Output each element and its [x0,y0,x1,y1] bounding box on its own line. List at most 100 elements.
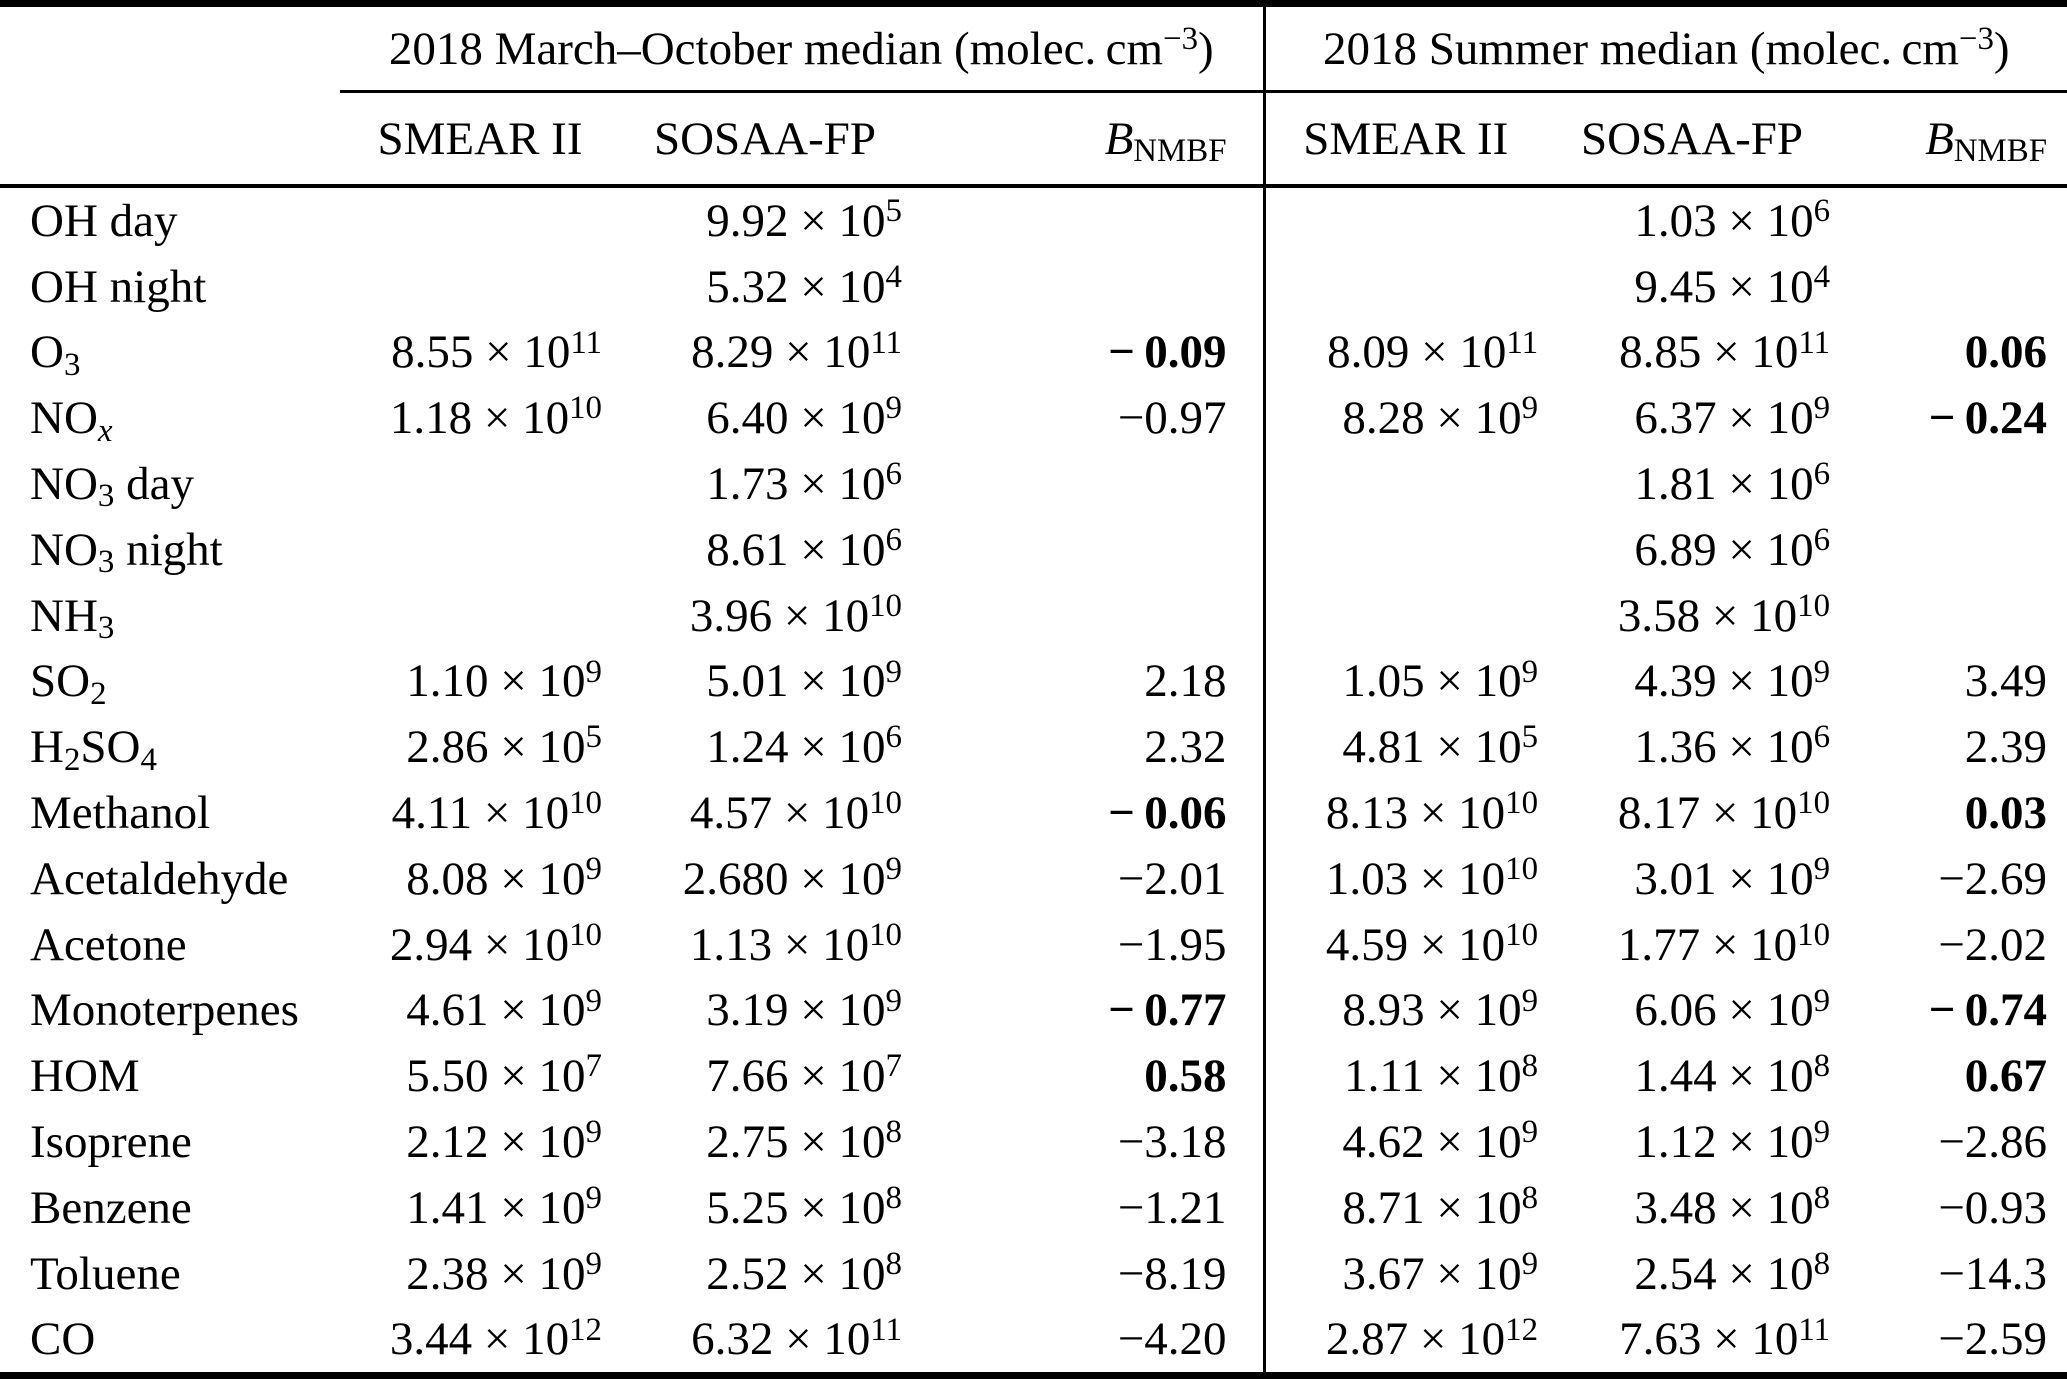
cell-summer-bnmbf [1838,254,2067,320]
cell-march-october-smear2: 2.38 × 109 [406,1245,602,1300]
cell-march-october-smear2: 1.41 × 109 [406,1180,602,1234]
cell-march-october-sosaa-fp: 9.92 × 105 [706,193,902,247]
cell-summer-sosaa-fp: 3.58 × 1010 [1617,587,1831,642]
cell-march-october-bnmbf [910,254,1264,320]
cell-summer-sosaa-fp: 9.45 × 104 [1634,258,1831,313]
cell-march-october-bnmbf: −2.01 [1117,852,1227,905]
row-label: Acetone [30,918,187,971]
table-row: Methanol 4.11 × 1010 4.57 × 1010 − 0.06 8.13… [0,780,2067,846]
cell-summer-smear2: 1.05 × 109 [1262,648,1547,715]
cell-summer-bnmbf [1838,517,2067,583]
cell-summer-smear2: 4.59 × 1010 [1262,911,1547,978]
row-label: HOM [30,1050,140,1103]
cell-summer-sosaa-fp: 3.48 × 108 [1634,1180,1831,1234]
cell-march-october-bnmbf [910,451,1264,517]
col-header-sosaa-fp-march-october: SOSAA-FP [620,91,910,188]
row-label: Benzene [30,1181,192,1234]
cell-march-october-bnmbf: −0.97 [1117,392,1227,445]
cell-march-october-smear2: 2.12 × 109 [406,1114,602,1169]
cell-march-october-smear2: 2.94 × 1010 [389,916,602,971]
cell-march-october-bnmbf: −4.20 [1117,1313,1227,1366]
cell-march-october-bnmbf [910,517,1264,583]
cell-summer-bnmbf [1838,186,2067,254]
cell-march-october-smear2 [340,186,620,254]
table-row: OH day 9.92 × 105 1.03 × 106 [0,186,2067,254]
row-label: NH3 [30,589,115,646]
row-label: OH night [30,260,207,313]
group-header-march-october: 2018 March–October median (molec. cm−3) [340,3,1265,93]
cell-summer-smear2: 8.28 × 109 [1262,385,1547,452]
cell-summer-bnmbf: −2.86 [1938,1116,2048,1169]
cell-summer-bnmbf: 2.39 [1964,721,2048,774]
row-label: Acetaldehyde [30,852,289,905]
cell-march-october-bnmbf [910,583,1264,649]
cell-summer-smear2: 4.62 × 109 [1262,1109,1547,1175]
cell-march-october-sosaa-fp: 7.66 × 107 [706,1048,902,1103]
cell-summer-smear2: 4.81 × 105 [1262,714,1547,781]
cell-march-october-bnmbf: − 0.06 [1108,787,1227,840]
cell-summer-smear2: 8.93 × 109 [1262,977,1547,1044]
cell-march-october-sosaa-fp: 1.13 × 1010 [689,916,902,971]
table-row: NH3 3.96 × 1010 3.58 × 1010 [0,582,2067,649]
cell-summer-bnmbf: −2.59 [1938,1313,2048,1366]
cell-march-october-smear2: 8.08 × 109 [406,851,602,905]
row-label: H2SO4 [30,721,157,778]
col-header-smear2-march-october: SMEAR II [340,91,620,188]
cell-march-october-bnmbf: − 0.77 [1108,984,1227,1037]
table-row: NO3 night 8.61 × 106 6.89 × 106 [0,516,2067,583]
cell-march-october-smear2 [340,254,620,320]
cell-march-october-sosaa-fp: 1.73 × 106 [706,456,902,511]
table-row: NOx 1.18 × 1010 6.40 × 109 −0.97 8.28 × 109 6… [0,385,2067,452]
cell-summer-sosaa-fp: 1.12 × 109 [1634,1114,1831,1169]
table-row: HOM 5.50 × 107 7.66 × 107 0.58 1.11 × 108 1.4… [0,1043,2067,1110]
cell-march-october-sosaa-fp: 5.25 × 108 [706,1180,902,1234]
cell-march-october-bnmbf: 0.58 [1144,1050,1227,1103]
col-header-sosaa-fp-summer: SOSAA-FP [1546,91,1839,188]
cell-summer-bnmbf: 0.03 [1964,787,2048,840]
cell-summer-sosaa-fp: 8.85 × 1011 [1619,324,1831,379]
table-row: O3 8.55 × 1011 8.29 × 1011 − 0.09 8.09 × 101… [0,319,2067,386]
cell-march-october-sosaa-fp: 8.61 × 106 [706,522,902,576]
table-row: CO 3.44 × 1012 6.32 × 1011 −4.20 2.87 × 1012… [0,1306,2067,1376]
row-label: NO3 night [30,523,223,581]
cell-summer-bnmbf: −2.02 [1938,918,2048,971]
cell-march-october-sosaa-fp: 3.96 × 1010 [689,587,902,642]
row-label: OH day [30,194,178,247]
cell-march-october-sosaa-fp: 2.52 × 108 [706,1245,902,1300]
row-label: Methanol [30,787,211,840]
cell-summer-smear2: 2.87 × 1012 [1262,1306,1547,1376]
cell-march-october-bnmbf: −1.21 [1117,1181,1227,1234]
cell-summer-sosaa-fp: 6.37 × 109 [1634,390,1831,445]
cell-summer-bnmbf: −14.3 [1938,1247,2048,1300]
cell-march-october-smear2: 4.11 × 1010 [391,785,602,840]
col-header-bnmbf-summer: BNMBF [1838,91,2067,188]
cell-march-october-bnmbf: −8.19 [1117,1247,1227,1300]
cell-march-october-sosaa-fp: 4.57 × 1010 [689,785,902,840]
cell-summer-smear2: 8.71 × 108 [1262,1174,1547,1241]
empty-corner-cell [0,91,340,188]
cell-march-october-smear2: 1.10 × 109 [406,653,602,708]
cell-summer-bnmbf: − 0.74 [1928,984,2048,1037]
cell-summer-sosaa-fp: 2.54 × 108 [1634,1245,1831,1300]
cell-march-october-sosaa-fp: 6.40 × 109 [706,390,902,445]
cell-march-october-bnmbf: −1.95 [1117,918,1227,971]
cell-summer-smear2: 1.03 × 1010 [1262,845,1547,912]
cell-summer-smear2: 3.67 × 109 [1262,1240,1547,1307]
cell-summer-smear2 [1262,582,1547,649]
cell-march-october-sosaa-fp: 3.19 × 109 [706,982,902,1037]
cell-summer-bnmbf: −0.93 [1938,1181,2048,1234]
cell-summer-bnmbf: − 0.24 [1928,392,2048,445]
cell-summer-sosaa-fp: 1.36 × 106 [1634,719,1831,774]
cell-march-october-smear2: 3.44 × 1012 [389,1311,602,1366]
cell-march-october-bnmbf [910,186,1264,254]
cell-summer-sosaa-fp: 3.01 × 109 [1634,851,1831,905]
cell-summer-sosaa-fp: 1.77 × 1010 [1617,916,1831,971]
row-label: Toluene [30,1247,181,1300]
table-row: H2SO4 2.86 × 105 1.24 × 106 2.32 4.81 × 105 1… [0,714,2067,781]
cell-march-october-smear2 [340,583,620,649]
cell-march-october-smear2: 5.50 × 107 [406,1048,602,1103]
column-group-header-row: 2018 March–October median (molec. cm−3) … [0,3,2067,93]
cell-march-october-sosaa-fp: 5.32 × 104 [706,258,902,313]
cell-summer-sosaa-fp: 1.81 × 106 [1634,456,1831,511]
